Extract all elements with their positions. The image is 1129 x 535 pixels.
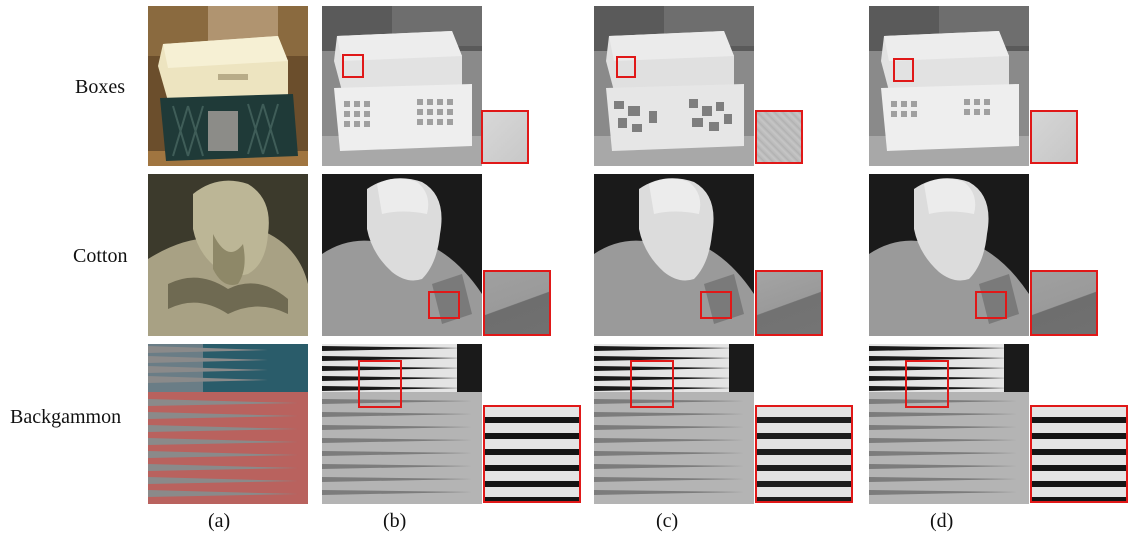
backgammon-depth-c <box>594 344 754 504</box>
boxes-photo <box>148 6 308 166</box>
row-label-backgammon: Backgammon <box>10 406 122 428</box>
row-label-cotton: Cotton <box>73 245 128 267</box>
backgammon-photo <box>148 344 308 504</box>
column-label-d: (d) <box>930 510 954 532</box>
backgammon-zoom-d <box>1030 405 1128 503</box>
column-label-b: (b) <box>383 510 407 532</box>
row-label-boxes: Boxes <box>75 76 125 98</box>
boxes-zoom-d <box>1030 110 1078 164</box>
roi-box <box>342 54 364 78</box>
cotton-depth-b <box>322 174 482 336</box>
roi-box <box>905 360 949 408</box>
roi-box <box>893 58 914 82</box>
column-label-a: (a) <box>208 510 231 532</box>
boxes-zoom-b <box>481 110 529 164</box>
backgammon-zoom-c <box>755 405 853 503</box>
backgammon-depth-d <box>869 344 1029 504</box>
roi-box <box>975 291 1007 319</box>
cotton-depth-d <box>869 174 1029 336</box>
cotton-zoom-c <box>755 270 823 336</box>
cotton-photo <box>148 174 308 336</box>
boxes-depth-d <box>869 6 1029 166</box>
backgammon-depth-b <box>322 344 482 504</box>
boxes-depth-c <box>594 6 754 166</box>
roi-box <box>358 360 402 408</box>
roi-box <box>428 291 460 319</box>
boxes-zoom-c <box>755 110 803 164</box>
cotton-depth-c <box>594 174 754 336</box>
backgammon-zoom-b <box>483 405 581 503</box>
boxes-depth-b <box>322 6 482 166</box>
column-label-c: (c) <box>656 510 679 532</box>
cotton-zoom-d <box>1030 270 1098 336</box>
roi-box <box>616 56 636 78</box>
cotton-zoom-b <box>483 270 551 336</box>
roi-box <box>700 291 732 319</box>
roi-box <box>630 360 674 408</box>
